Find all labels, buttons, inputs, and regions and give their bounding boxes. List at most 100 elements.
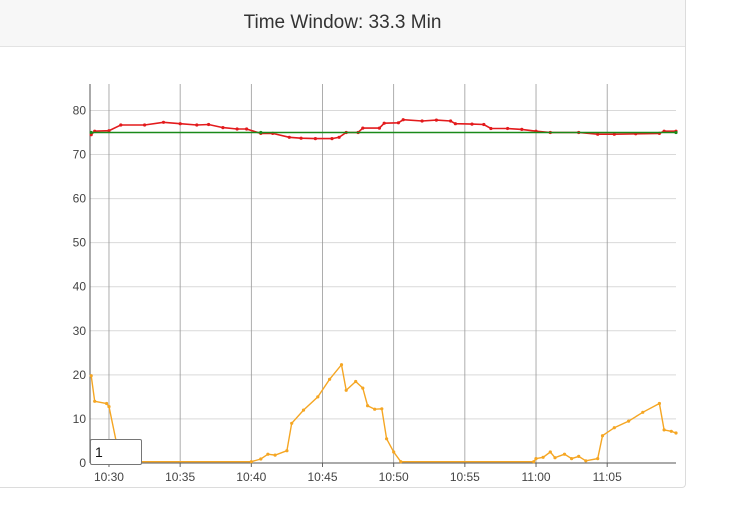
x-tick-labels: 10:30 10:35 10:40 10:45 10:50 10:55 11:00 11:05: [94, 470, 622, 484]
data-point: [553, 456, 557, 460]
data-point: [344, 388, 348, 392]
panel-title: Time Window: 33.3 Min: [243, 12, 442, 33]
data-point: [396, 121, 400, 125]
x-tick-label: 10:30: [94, 470, 124, 484]
data-point: [107, 405, 111, 409]
y-tick-label: 60: [73, 192, 87, 206]
data-point: [266, 452, 270, 456]
data-point: [316, 395, 320, 399]
y-tick-label: 40: [73, 280, 87, 294]
time-window-input[interactable]: [90, 439, 142, 465]
data-point: [470, 122, 474, 126]
data-point: [299, 136, 303, 140]
x-tick-label: 10:40: [236, 470, 266, 484]
data-point: [221, 126, 225, 130]
data-point: [259, 130, 263, 135]
data-point: [596, 132, 600, 136]
data-point: [401, 118, 405, 122]
data-point: [339, 363, 344, 367]
data-point: [627, 419, 631, 423]
data-point: [674, 431, 678, 435]
y-tick-label: 10: [73, 412, 87, 426]
data-point: [674, 130, 678, 135]
data-point: [641, 410, 645, 414]
data-point: [89, 133, 93, 137]
series-0: [89, 118, 678, 141]
data-point: [434, 118, 438, 122]
data-point: [89, 374, 93, 378]
x-tick-label: 11:00: [521, 470, 550, 484]
y-tick-labels: 0 10 20 30 40 50 60 70 80: [73, 103, 87, 470]
data-point: [105, 401, 109, 406]
data-point: [541, 455, 545, 459]
data-point: [657, 401, 662, 406]
data-point: [235, 127, 239, 131]
data-point: [489, 126, 493, 131]
data-point: [313, 137, 317, 141]
data-point: [584, 459, 588, 463]
data-point: [366, 404, 370, 408]
data-point: [382, 121, 386, 125]
x-tick-label: 10:55: [450, 470, 480, 484]
data-point: [380, 407, 384, 411]
data-point: [273, 453, 277, 457]
data-point: [562, 452, 567, 456]
data-point: [249, 460, 253, 464]
data-point: [577, 454, 581, 458]
data-point: [290, 421, 294, 425]
y-tick-label: 70: [73, 148, 87, 162]
y-tick-label: 80: [73, 103, 87, 117]
panel-header: Time Window: 33.3 Min: [0, 0, 685, 47]
data-point: [532, 460, 536, 464]
data-point: [385, 437, 389, 441]
data-point: [259, 457, 263, 461]
data-point: [354, 379, 358, 384]
data-point: [107, 129, 111, 133]
data-point: [453, 122, 457, 126]
chart-panel: Time Window: 33.3 Min: [0, 0, 686, 488]
data-point: [662, 428, 666, 432]
data-point: [506, 126, 510, 131]
data-point: [161, 120, 166, 124]
data-point: [330, 137, 334, 141]
data-point: [373, 407, 377, 411]
data-point: [669, 429, 673, 433]
data-point: [420, 119, 424, 123]
horizontal-gridlines: [90, 109, 676, 420]
data-point: [392, 450, 396, 454]
x-tick-label: 10:35: [165, 470, 195, 484]
data-point: [119, 123, 123, 127]
x-tick-label: 10:50: [379, 470, 409, 484]
series-1: [89, 130, 678, 135]
x-tick-label: 11:05: [593, 470, 622, 484]
chart-axes: [89, 84, 676, 464]
series-line: [90, 363, 677, 463]
data-point: [287, 135, 291, 139]
chart-series: [89, 118, 678, 464]
data-point: [596, 457, 600, 461]
data-point: [328, 377, 332, 381]
data-point: [93, 399, 97, 403]
data-point: [482, 122, 486, 127]
data-point: [548, 450, 552, 454]
y-tick-label: 30: [73, 324, 87, 338]
data-point: [207, 122, 211, 127]
data-point: [245, 127, 249, 131]
data-point: [143, 123, 147, 127]
data-point: [89, 130, 93, 135]
data-point: [612, 426, 616, 430]
data-point: [570, 457, 574, 461]
data-point: [520, 127, 524, 131]
data-point: [178, 122, 182, 126]
data-point: [285, 449, 289, 453]
data-point: [612, 132, 616, 136]
data-point: [534, 457, 538, 461]
vertical-gridlines: [108, 84, 608, 467]
y-tick-label: 50: [73, 236, 87, 250]
data-point: [301, 408, 306, 412]
data-point: [600, 434, 605, 438]
data-point: [361, 126, 365, 130]
x-tick-label: 10:45: [307, 470, 337, 484]
data-point: [449, 119, 453, 123]
